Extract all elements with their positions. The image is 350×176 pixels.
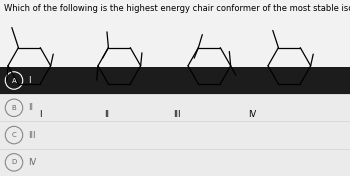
- Text: IV: IV: [28, 158, 36, 167]
- Text: I: I: [28, 76, 30, 85]
- Bar: [0, 149, 350, 176]
- Text: III: III: [28, 131, 35, 140]
- Text: A: A: [12, 77, 16, 84]
- Text: B: B: [12, 105, 16, 111]
- Text: II: II: [104, 110, 109, 119]
- Text: II: II: [28, 103, 33, 112]
- Text: III: III: [173, 110, 181, 119]
- Text: Which of the following is the highest energy chair conformer of the most stable : Which of the following is the highest en…: [4, 4, 350, 13]
- Text: D: D: [11, 159, 17, 165]
- Bar: [0, 94, 350, 121]
- Text: IV: IV: [248, 110, 256, 119]
- Bar: [0, 121, 350, 149]
- Bar: [0, 67, 350, 94]
- Text: I: I: [39, 110, 42, 119]
- Text: C: C: [12, 132, 16, 138]
